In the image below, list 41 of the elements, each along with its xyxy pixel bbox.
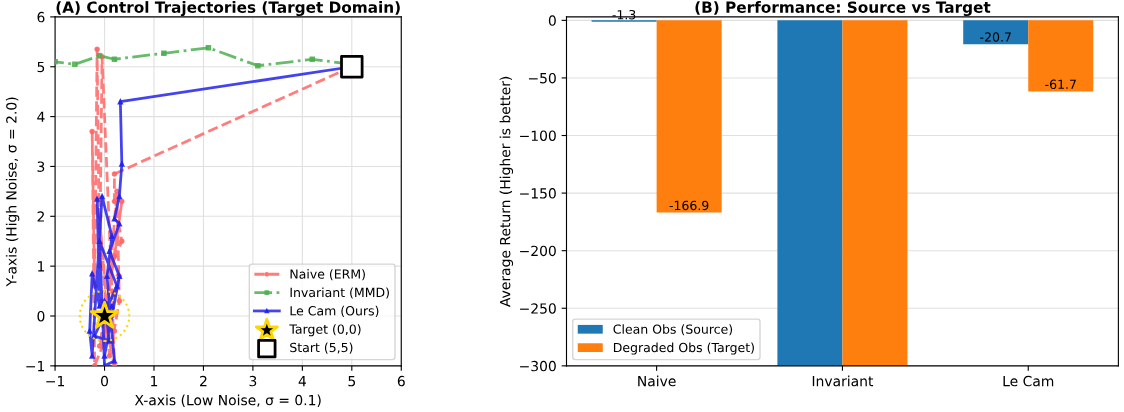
chart-title: (B) Performance: Source vs Target <box>695 1 991 17</box>
data-label: -61.7 <box>1045 79 1076 89</box>
data-label: -20.7 <box>980 32 1011 42</box>
x-tick-label: −1 <box>46 376 65 387</box>
y-tick-label: −300 <box>520 360 556 372</box>
y-tick-label: −1 <box>26 361 45 372</box>
y-tick-label: 3 <box>37 161 45 172</box>
y-tick-label: 5 <box>37 61 45 73</box>
y-axis-title: Y-axis (High Noise, σ = 2.0) <box>5 97 20 287</box>
y-axis-title: Average Return (Higher is better) <box>499 76 514 307</box>
legend-label: Degraded Obs (Target) <box>613 342 754 355</box>
y-tick-label: −50 <box>528 72 556 84</box>
x-tick-label: 3 <box>249 375 257 387</box>
y-tick-label: 1 <box>38 261 45 272</box>
data-label: -166.9 <box>669 200 709 211</box>
legend-label: Start (5,5) <box>290 342 353 354</box>
y-tick-label: 2 <box>37 211 44 222</box>
y-tick-label: −100 <box>520 130 556 141</box>
y-tick-label: −250 <box>520 303 556 314</box>
x-tick-label: 4 <box>298 376 306 387</box>
x-axis-title: X-axis (Low Noise, σ = 0.1) <box>134 394 321 407</box>
chart-title: (A) Control Trajectories (Target Domain) <box>56 1 400 17</box>
legend-label: Target (0,0) <box>289 324 361 337</box>
legend-label: Le Cam (Ours) <box>290 305 379 317</box>
x-tick-label: Naive <box>638 375 676 387</box>
legend-label: Clean Obs (Source) <box>613 324 733 336</box>
x-tick-label: 1 <box>151 376 158 387</box>
y-tick-label: 4 <box>37 111 45 122</box>
x-tick-label: Invariant <box>812 375 874 387</box>
y-tick-label: 0 <box>548 15 556 26</box>
legend-label: Invariant (MMD) <box>290 287 389 299</box>
y-tick-label: −200 <box>520 245 556 257</box>
x-tick-label: 5 <box>348 376 356 387</box>
x-tick-label: 2 <box>200 375 207 387</box>
legend-label: Naive (ERM) <box>290 269 365 281</box>
y-tick-label: 6 <box>37 11 45 23</box>
x-tick-label: 0 <box>101 375 109 387</box>
x-tick-label: Le Cam <box>1003 375 1054 387</box>
x-tick-label: 6 <box>397 375 405 387</box>
y-tick-label: −150 <box>520 188 556 199</box>
y-tick-label: 0 <box>37 310 45 322</box>
